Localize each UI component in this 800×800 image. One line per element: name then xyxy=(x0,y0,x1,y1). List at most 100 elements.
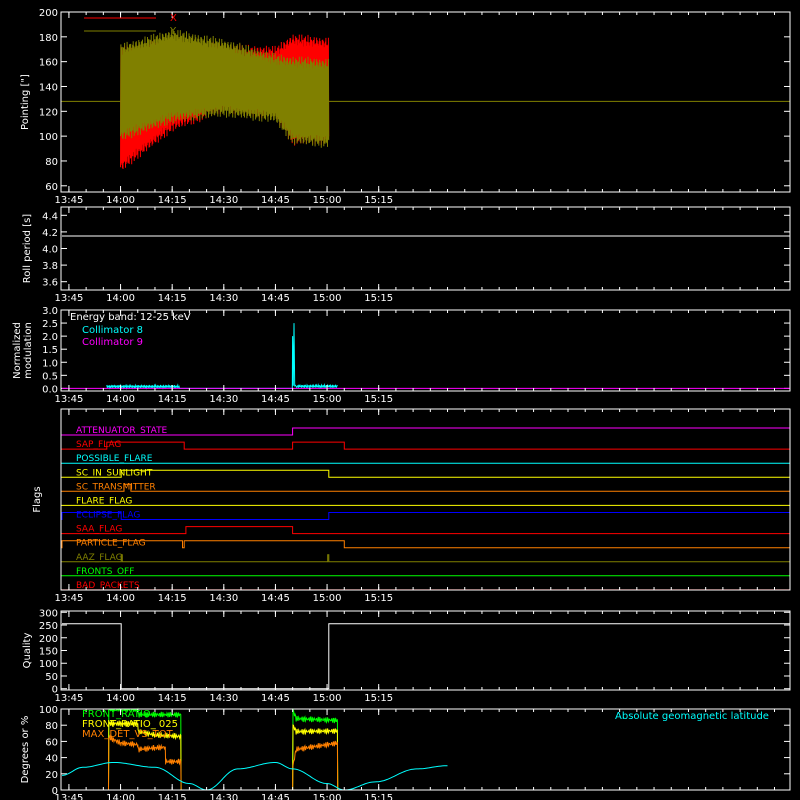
flag-label-sc_in_sunlight: SC_IN_SUNLIGHT xyxy=(76,468,153,478)
roll-xtick-label: 14:30 xyxy=(209,293,238,304)
flag-line-eclipse_flag xyxy=(61,512,791,520)
pointing-xtick-label: 13:45 xyxy=(55,195,84,206)
pointing-ytick-label: 100 xyxy=(39,132,58,143)
quality-xtick-label: 14:00 xyxy=(106,693,135,704)
roll-ylabel: Roll period [s] xyxy=(22,214,33,283)
quality-ytick-label: 250 xyxy=(39,621,58,632)
quality-xtick-label: 13:45 xyxy=(55,693,84,704)
modulation-xtick-label: 13:45 xyxy=(55,394,84,405)
modulation-frame xyxy=(60,309,791,392)
pointing-ytick-label: 60 xyxy=(45,182,58,193)
modulation-xtick-label: 15:00 xyxy=(313,394,342,405)
ratios-xtick-label: 14:00 xyxy=(106,793,135,800)
pointing-ytick-label: 120 xyxy=(39,107,58,118)
modulation-ytick-label: 1.0 xyxy=(42,358,58,369)
ratios-ytick-label: 60 xyxy=(45,737,58,748)
roll-ytick-label: 4.2 xyxy=(42,228,58,239)
pointing-ytick-label: 180 xyxy=(39,33,58,44)
modulation-xtick-label: 15:15 xyxy=(364,394,393,405)
roll-ytick-label: 3.8 xyxy=(42,261,58,272)
modulation-legend-label: Collimator 8 xyxy=(82,325,143,336)
pointing-ytick-label: 140 xyxy=(39,82,58,93)
pointing-xtick-label: 14:45 xyxy=(261,195,290,206)
flags-ylabel: Flags xyxy=(32,486,43,512)
flag-label-aaz_flag: AAZ_FLAG xyxy=(76,553,123,563)
ratios-frame xyxy=(60,708,791,791)
modulation-ytick-label: 0.5 xyxy=(42,371,58,382)
pointing-xtick-label: 15:00 xyxy=(313,195,342,206)
ratios-legend-label: FRONT_RATIO_ 025 xyxy=(82,719,178,730)
quality-ylabel: Quality xyxy=(22,633,33,669)
quality-ytick-label: 100 xyxy=(39,659,58,670)
modulation-annotation: Energy band: 12-25 keV xyxy=(70,312,191,323)
ratios-ylabel: Degrees or % xyxy=(20,716,31,784)
modulation-xtick-label: 14:30 xyxy=(209,394,238,405)
flag-label-saa_flag: SAA_FLAG xyxy=(76,525,122,535)
quality-xtick-label: 14:15 xyxy=(158,693,187,704)
quality-ytick-label: 0 xyxy=(52,685,58,696)
flags-xtick-label: 15:00 xyxy=(313,593,342,604)
ratios-ytick-label: 20 xyxy=(45,770,58,781)
flag-line-particle_flag xyxy=(61,540,790,549)
flags-frame xyxy=(60,408,791,591)
quality-series xyxy=(62,623,790,690)
modulation-ytick-label: 2.0 xyxy=(42,332,58,343)
modulation-ytick-label: 1.5 xyxy=(42,345,58,356)
ratios-ytick-label: 0 xyxy=(52,786,58,797)
flag-label-possible_flare: POSSIBLE_FLARE xyxy=(76,454,153,464)
flag-label-sap_flag: SAP_FLAG xyxy=(76,440,121,450)
flags-xtick-label: 14:00 xyxy=(106,593,135,604)
pointing-xtick-label: 14:15 xyxy=(158,195,187,206)
quality-ytick-label: 300 xyxy=(39,608,58,619)
roll-xtick-label: 15:00 xyxy=(313,293,342,304)
pointing-xtick-label: 14:00 xyxy=(106,195,135,206)
ratios-xtick-label: 15:15 xyxy=(364,793,393,800)
quality-ytick-label: 50 xyxy=(45,672,58,683)
roll-xtick-label: 14:45 xyxy=(261,293,290,304)
quality-ytick-label: 150 xyxy=(39,647,58,658)
flag-line-attenuator_state xyxy=(61,427,791,436)
quality-xtick-label: 14:45 xyxy=(261,693,290,704)
ratios-ytick-label: 80 xyxy=(45,721,58,732)
ratios-ytick-label: 40 xyxy=(45,754,58,765)
modulation-ylabel: modulation xyxy=(23,322,34,379)
pointing-legend-label-X: X xyxy=(170,13,177,24)
quality-ytick-label: 200 xyxy=(39,634,58,645)
flag-line-sc_transmitter xyxy=(61,483,790,492)
quality-frame xyxy=(60,610,791,691)
pointing-legend-label-Y: Y xyxy=(169,26,177,37)
flag-label-particle_flag: PARTICLE_FLAG xyxy=(76,539,146,549)
flags-xtick-label: 15:15 xyxy=(364,593,393,604)
modulation-ytick-label: 3.0 xyxy=(42,306,58,317)
ratios-xtick-label: 15:00 xyxy=(313,793,342,800)
flags-xtick-label: 13:45 xyxy=(55,593,84,604)
flags-xtick-label: 14:45 xyxy=(261,593,290,604)
roll-ytick-label: 4.0 xyxy=(42,245,58,256)
flags-xtick-label: 14:30 xyxy=(209,593,238,604)
flag-label-bad_packets: BAD_PACKETS xyxy=(76,581,140,591)
quality-xtick-label: 15:15 xyxy=(364,693,393,704)
modulation-ylabel: Normalized xyxy=(12,322,23,379)
pointing-ytick-label: 200 xyxy=(39,8,58,19)
ratios-ytick-label: 100 xyxy=(39,705,58,716)
flag-label-sc_transmitter: SC_TRANSMITTER xyxy=(76,482,156,492)
flag-label-attenuator_state: ATTENUATOR_STATE xyxy=(76,426,168,436)
ratios-legend-label: FRONT_RATIO xyxy=(82,709,151,720)
pointing-xtick-label: 14:30 xyxy=(209,195,238,206)
ratios-xtick-label: 13:45 xyxy=(55,793,84,800)
pointing-frame xyxy=(60,11,791,193)
flag-label-eclipse_flag: ECLIPSE_FLAG xyxy=(76,511,140,521)
pointing-series-Y xyxy=(120,29,330,148)
ratios-xtick-label: 14:15 xyxy=(158,793,187,800)
flag-line-sc_in_sunlight xyxy=(61,469,790,478)
roll-xtick-label: 14:15 xyxy=(158,293,187,304)
ratios-series-absolute-geomagnetic-latitude xyxy=(61,762,448,791)
pointing-ytick-label: 160 xyxy=(39,58,58,69)
ratios-legend-label: MAX_DET_VS_TOT xyxy=(82,729,174,740)
quality-xtick-label: 14:30 xyxy=(209,693,238,704)
ratios-legend-label-geomag: Absolute geomagnetic latitude xyxy=(615,711,769,722)
pointing-xtick-label: 15:15 xyxy=(364,195,393,206)
flag-line-saa_flag xyxy=(61,526,790,535)
